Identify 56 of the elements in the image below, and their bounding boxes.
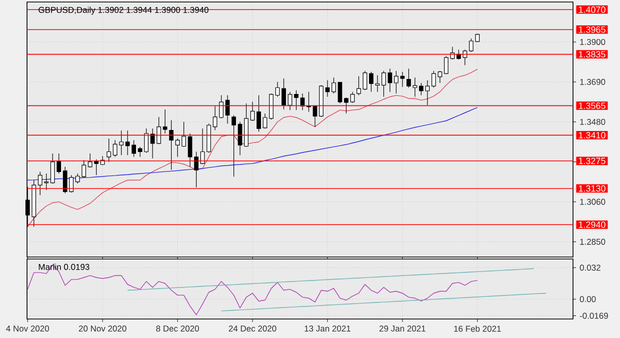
x-tick-label: 20 Nov 2020 — [78, 326, 126, 332]
x-tick-label: 29 Jan 2021 — [379, 326, 426, 332]
y-tick-label: 1.3480 — [580, 118, 606, 125]
candlestick — [369, 72, 374, 92]
y-tick-label: -0.0169 — [580, 312, 608, 319]
candlestick — [275, 82, 280, 98]
candlestick — [382, 70, 386, 98]
candlestick — [232, 114, 236, 177]
candlestick — [412, 77, 418, 98]
candlestick — [282, 78, 286, 110]
ref-line-label: 1.3275 — [578, 158, 606, 164]
candlestick — [106, 138, 112, 162]
y-tick-label: 0.00 — [580, 296, 596, 302]
x-tick-label: 24 Dec 2020 — [228, 326, 276, 332]
ref-line-label: 1.2940 — [578, 221, 606, 228]
ref-line-label: 1.3130 — [578, 185, 606, 192]
line-series — [220, 292, 546, 312]
candlestick — [250, 102, 255, 122]
candlestick — [400, 72, 405, 88]
candlestick — [388, 68, 392, 92]
y-tick-label: 0.032 — [580, 264, 600, 271]
candlestick — [394, 70, 398, 94]
x-tick-label: 13 Jan 2021 — [304, 326, 350, 332]
candlestick — [256, 94, 261, 132]
candlestick — [219, 94, 224, 119]
candlestick — [406, 68, 411, 88]
candlestick — [350, 92, 355, 104]
y-tick-label: 1.3900 — [580, 38, 606, 45]
y-tick-label: 1.2850 — [580, 238, 606, 245]
line-series — [27, 264, 478, 316]
y-tick-label: 1.3690 — [580, 78, 606, 85]
ref-line-label: 1.4070 — [578, 6, 606, 13]
ref-line-label: 1.3835 — [578, 51, 606, 58]
line-series — [127, 268, 534, 291]
candlestick — [294, 90, 298, 110]
candlestick — [375, 74, 380, 92]
candlestick — [238, 122, 242, 156]
candlestick — [169, 120, 174, 170]
ref-line-label: 1.3565 — [578, 102, 606, 109]
candlestick — [212, 106, 218, 130]
x-tick-label: 8 Dec 2020 — [156, 326, 199, 332]
candlestick — [312, 104, 318, 128]
ref-line-label: 1.3410 — [578, 132, 606, 138]
candlestick — [300, 93, 305, 110]
candlestick — [344, 97, 348, 114]
x-tick-label: 4 Nov 2020 — [6, 326, 50, 332]
x-tick-label: 16 Feb 2021 — [454, 326, 501, 332]
candlestick — [332, 77, 336, 94]
candlestick — [288, 92, 292, 110]
candlestick — [362, 70, 368, 90]
y-tick-label: 1.3060 — [580, 198, 606, 205]
candlestick — [338, 82, 342, 104]
candlestick — [162, 109, 168, 134]
candlestick — [262, 113, 268, 129]
candlestick — [356, 76, 361, 96]
ref-line-label: 1.3965 — [578, 26, 606, 33]
